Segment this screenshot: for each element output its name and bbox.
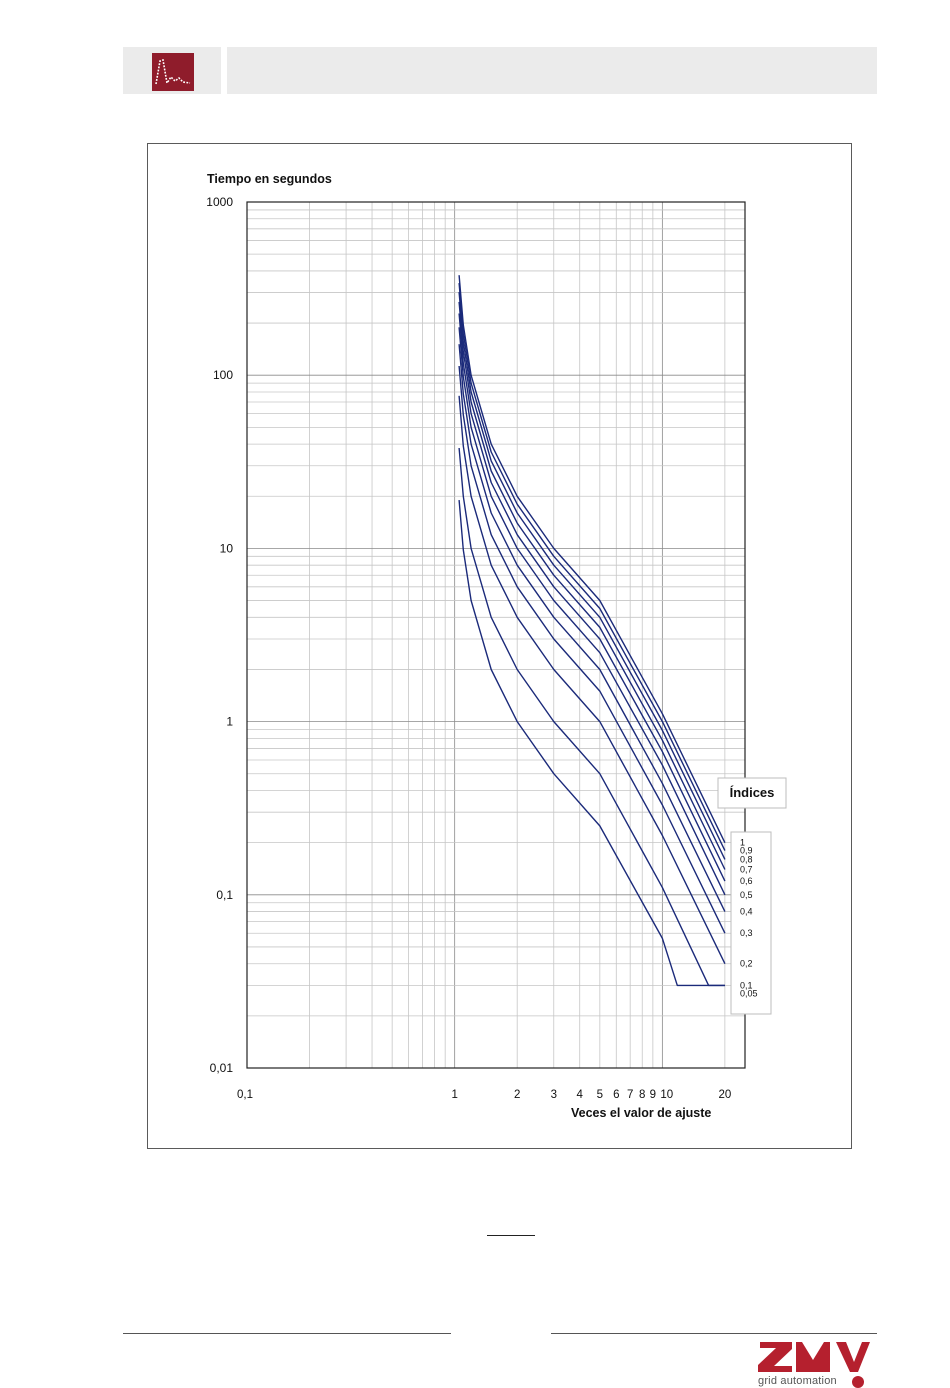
footer-rule-right (551, 1333, 877, 1334)
y-tick-label: 0,01 (210, 1061, 234, 1075)
y-axis-label: Tiempo en segundos (207, 172, 332, 186)
x-tick-labels: 0,1 1 2 3 4 5 6 7 8 9 10 20 (237, 1089, 731, 1101)
x-tick-label: 20 (718, 1089, 731, 1101)
legend-entry: 0,2 (740, 959, 753, 969)
x-tick-label: 6 (613, 1089, 619, 1101)
legend-entries: 10,90,80,7 0,6 0,5 0,4 0,3 0,2 0,10,05 (740, 838, 758, 999)
y-tick-labels: 1000 100 10 1 0,1 0,01 (206, 195, 233, 1075)
y-tick-label: 100 (213, 368, 233, 382)
brand-tagline: grid automation (758, 1375, 837, 1387)
legend-title-box (717, 777, 787, 809)
series-line (458, 447, 725, 987)
series-line (458, 283, 726, 851)
footer-rule-left (123, 1333, 451, 1334)
series-line (458, 275, 726, 844)
chart-frame (147, 143, 852, 1149)
legend-entry: 0,5 (740, 890, 753, 900)
x-tick-label: 9 (650, 1089, 656, 1101)
y-tick-label: 1 (226, 715, 233, 729)
x-tick-label: 10 (660, 1089, 673, 1101)
series-line (458, 395, 726, 965)
legend-entry: 1 (740, 838, 745, 848)
series-line (458, 365, 726, 934)
ziv-logo-icon (758, 1342, 870, 1372)
legend-entry: 0,1 (740, 980, 753, 990)
y-tick-label: 1000 (206, 195, 233, 209)
chart-grid (247, 202, 745, 1068)
x-tick-label: 0,1 (237, 1089, 253, 1101)
legend-entry: 0,3 (740, 928, 753, 938)
underline-mark (487, 1235, 535, 1236)
legend-entry: 0,8 (740, 854, 753, 864)
y-tick-label: 10 (220, 541, 234, 555)
series-line (458, 301, 726, 870)
legend-box (730, 831, 772, 1015)
legend-entry: 0,4 (740, 907, 753, 917)
series-line (458, 327, 726, 896)
plot-area-border (246, 201, 746, 1069)
series-line (458, 292, 726, 860)
legend-entry: 0,6 (740, 876, 753, 886)
brand-dot-icon (852, 1376, 864, 1388)
header-title-bar (227, 47, 877, 94)
chart-series (458, 275, 726, 987)
x-tick-label: 4 (577, 1089, 584, 1101)
x-tick-label: 1 (451, 1089, 457, 1101)
legend-entry: 0,7 (740, 864, 753, 874)
series-line (458, 500, 725, 987)
waveform-icon (152, 53, 194, 91)
series-line (458, 313, 726, 882)
legend-entry: 0,05 (740, 988, 758, 998)
legend-title: Índices (730, 785, 775, 800)
x-tick-label: 5 (597, 1089, 603, 1101)
x-axis-label: Veces el valor de ajuste (571, 1106, 711, 1120)
series-line (458, 344, 726, 912)
x-tick-label: 2 (514, 1089, 520, 1101)
x-tick-label: 7 (627, 1089, 633, 1101)
x-tick-label: 8 (639, 1089, 645, 1101)
y-tick-label: 0,1 (216, 888, 233, 902)
legend-entry: 0,9 (740, 846, 753, 856)
x-tick-label: 3 (551, 1089, 557, 1101)
